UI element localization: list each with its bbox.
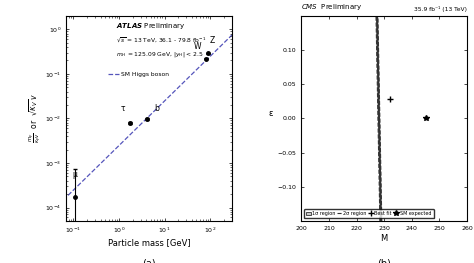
Text: Z: Z [210, 36, 215, 45]
Legend: 1σ region, 2σ region, Best fit, SM expected: 1σ region, 2σ region, Best fit, SM expec… [304, 209, 434, 219]
Text: $\bfit{ATLAS}$ Preliminary: $\bfit{ATLAS}$ Preliminary [116, 21, 185, 31]
Legend: SM Higgs boson: SM Higgs boson [106, 69, 172, 79]
Text: $m_H$ = 125.09 GeV, $|y_H|$ < 2.5: $m_H$ = 125.09 GeV, $|y_H|$ < 2.5 [116, 50, 204, 59]
Text: W: W [193, 42, 201, 51]
Text: μ: μ [72, 170, 77, 179]
Text: $\it{CMS}$  Preliminary: $\it{CMS}$ Preliminary [301, 2, 363, 12]
Y-axis label: $\frac{m_F}{\kappa_F v}$  or  $\sqrt{\kappa_V}\,v$: $\frac{m_F}{\kappa_F v}$ or $\sqrt{\kapp… [27, 93, 43, 143]
Text: τ: τ [121, 104, 126, 113]
Text: $\sqrt{s}$ = 13 TeV, 36.1 - 79.8 fb$^{-1}$: $\sqrt{s}$ = 13 TeV, 36.1 - 79.8 fb$^{-1… [116, 35, 206, 44]
Text: (b): (b) [377, 258, 391, 263]
X-axis label: M: M [381, 234, 388, 242]
Text: 35.9 fb⁻¹ (13 TeV): 35.9 fb⁻¹ (13 TeV) [414, 6, 467, 12]
Text: (a): (a) [142, 258, 156, 263]
Polygon shape [341, 0, 416, 263]
X-axis label: Particle mass [GeV]: Particle mass [GeV] [108, 238, 191, 247]
Text: b: b [154, 104, 159, 113]
Y-axis label: ε: ε [268, 109, 273, 118]
